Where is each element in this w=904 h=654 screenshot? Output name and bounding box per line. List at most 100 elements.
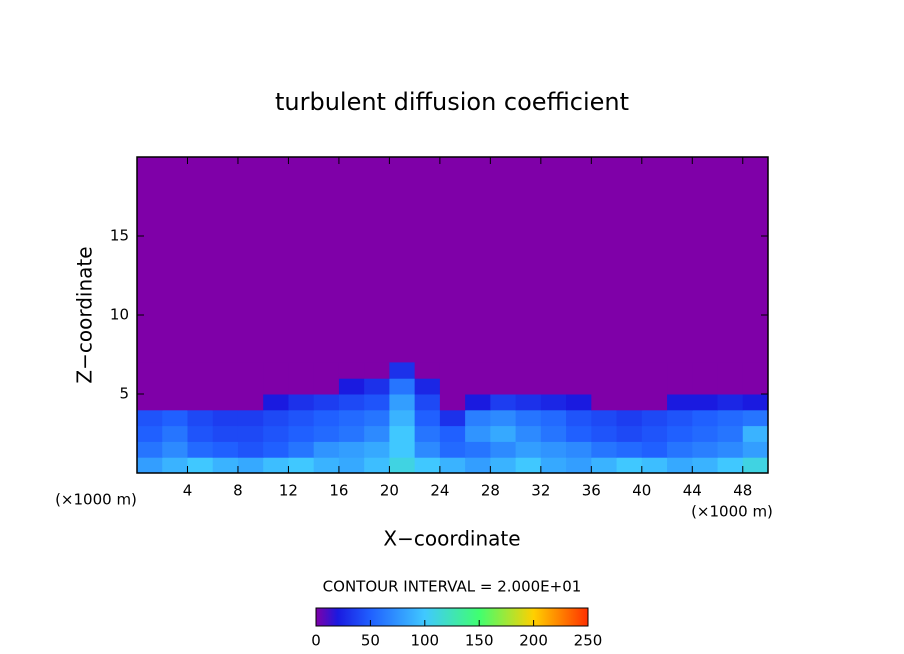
cell <box>591 362 618 379</box>
cell <box>414 425 441 442</box>
cell <box>641 394 668 411</box>
cell <box>313 378 340 395</box>
cell <box>717 394 744 411</box>
cell <box>237 409 264 427</box>
cell <box>566 378 592 395</box>
cell <box>414 362 441 379</box>
cell <box>439 409 466 427</box>
cell <box>237 394 264 411</box>
colorbar-tick-label: 200 <box>519 632 548 650</box>
cell <box>465 378 491 395</box>
x-axis-label: X−coordinate <box>383 527 520 551</box>
cell <box>465 457 491 474</box>
cell <box>566 409 592 427</box>
cell <box>742 457 769 474</box>
cell <box>515 394 542 411</box>
x-tick-label: 40 <box>632 482 651 500</box>
cell <box>313 441 340 458</box>
colorbar-tick-label: 50 <box>361 632 380 650</box>
cell <box>490 362 517 379</box>
cell <box>439 378 466 395</box>
cell <box>288 457 315 474</box>
x-tick-label: 4 <box>183 482 193 500</box>
cell <box>187 457 214 474</box>
cell <box>237 362 264 379</box>
cell <box>263 441 289 458</box>
x-tick-label: 32 <box>531 482 550 500</box>
cell <box>616 457 643 474</box>
cell <box>641 409 668 427</box>
cell <box>667 378 693 395</box>
cell <box>414 409 441 427</box>
cell <box>162 362 188 379</box>
cell <box>389 362 416 379</box>
cell <box>338 457 365 474</box>
cell <box>212 441 239 458</box>
cell <box>288 394 315 411</box>
cell <box>137 425 163 442</box>
cell <box>313 394 340 411</box>
cell <box>641 378 668 395</box>
cell <box>641 425 668 442</box>
cell <box>439 394 466 411</box>
cell <box>212 409 239 427</box>
colorbar-tick-label: 100 <box>410 632 439 650</box>
cell <box>389 457 416 474</box>
cell <box>389 409 416 427</box>
cell <box>667 457 693 474</box>
x-tick-label: 36 <box>582 482 601 500</box>
cell <box>338 378 365 395</box>
cell <box>212 457 239 474</box>
cell <box>717 409 744 427</box>
cell <box>742 362 769 379</box>
cell <box>591 394 618 411</box>
cell <box>263 378 289 395</box>
x-tick-label: 28 <box>481 482 500 500</box>
cell <box>465 362 491 379</box>
cell <box>439 457 466 474</box>
cell <box>263 362 289 379</box>
cell <box>742 409 769 427</box>
cell <box>566 394 592 411</box>
cell <box>162 394 188 411</box>
cell <box>137 441 163 458</box>
cell <box>237 378 264 395</box>
cell <box>137 362 163 379</box>
colorbar-tick-label: 0 <box>311 632 321 650</box>
cell <box>364 378 390 395</box>
x-tick-label: 44 <box>683 482 702 500</box>
cell <box>591 441 618 458</box>
cell <box>616 362 643 379</box>
cell <box>288 441 315 458</box>
cell <box>591 378 618 395</box>
cell <box>566 457 592 474</box>
cell <box>137 409 163 427</box>
cell <box>591 409 618 427</box>
cell <box>364 409 390 427</box>
cell <box>717 441 744 458</box>
x-tick-label: 48 <box>733 482 752 500</box>
cell <box>692 394 719 411</box>
cell <box>566 362 592 379</box>
cell <box>162 409 188 427</box>
cell <box>288 409 315 427</box>
cell <box>591 457 618 474</box>
cell <box>515 362 542 379</box>
cell <box>540 457 567 474</box>
cell <box>490 394 517 411</box>
cell <box>338 362 365 379</box>
y-tick-label: 10 <box>110 306 129 324</box>
cell <box>162 457 188 474</box>
cell <box>187 394 214 411</box>
y-axis-label: Z−coordinate <box>73 246 97 383</box>
cell <box>288 425 315 442</box>
cell <box>540 425 567 442</box>
cell <box>313 409 340 427</box>
cell <box>515 425 542 442</box>
cell <box>212 378 239 395</box>
cell <box>515 409 542 427</box>
cell <box>187 378 214 395</box>
cell <box>465 394 491 411</box>
cell <box>490 409 517 427</box>
cell <box>187 409 214 427</box>
